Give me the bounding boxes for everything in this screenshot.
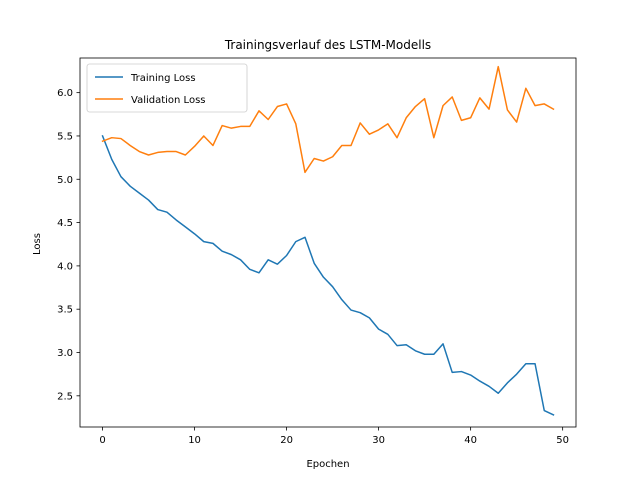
chart-title: Trainingsverlauf des LSTM-Modells xyxy=(224,38,431,52)
legend-label: Validation Loss xyxy=(131,95,206,106)
x-tick-label: 50 xyxy=(556,435,569,446)
x-axis: 0 10 20 30 40 50 xyxy=(99,427,569,446)
legend-box xyxy=(86,63,248,113)
plot-frame xyxy=(79,57,577,428)
x-tick-label: 0 xyxy=(99,435,105,446)
y-tick-label: 3.0 xyxy=(57,348,73,359)
plot-area xyxy=(79,57,577,428)
x-axis-label: Epochen xyxy=(306,459,349,470)
y-axis: 2.5 3.0 3.5 4.0 4.5 5.0 5.5 6.0 xyxy=(57,88,80,402)
series-line-validation-loss xyxy=(101,65,555,174)
y-axis-label: Loss xyxy=(32,233,43,255)
y-tick-label: 3.5 xyxy=(57,305,73,316)
y-tick-label: 5.5 xyxy=(57,131,73,142)
y-tick-label: 6.0 xyxy=(57,88,73,99)
x-tick-label: 20 xyxy=(280,435,293,446)
series-line-training-loss xyxy=(101,134,555,416)
y-tick-label: 4.5 xyxy=(57,218,73,229)
x-tick-label: 30 xyxy=(372,435,385,446)
y-tick-label: 5.0 xyxy=(57,175,73,186)
x-tick-label: 10 xyxy=(188,435,201,446)
y-tick-label: 2.5 xyxy=(57,391,73,402)
x-tick-label: 40 xyxy=(464,435,477,446)
legend-label: Training Loss xyxy=(130,73,196,84)
legend: Training Loss Validation Loss xyxy=(86,63,248,113)
y-tick-label: 4.0 xyxy=(57,261,73,272)
